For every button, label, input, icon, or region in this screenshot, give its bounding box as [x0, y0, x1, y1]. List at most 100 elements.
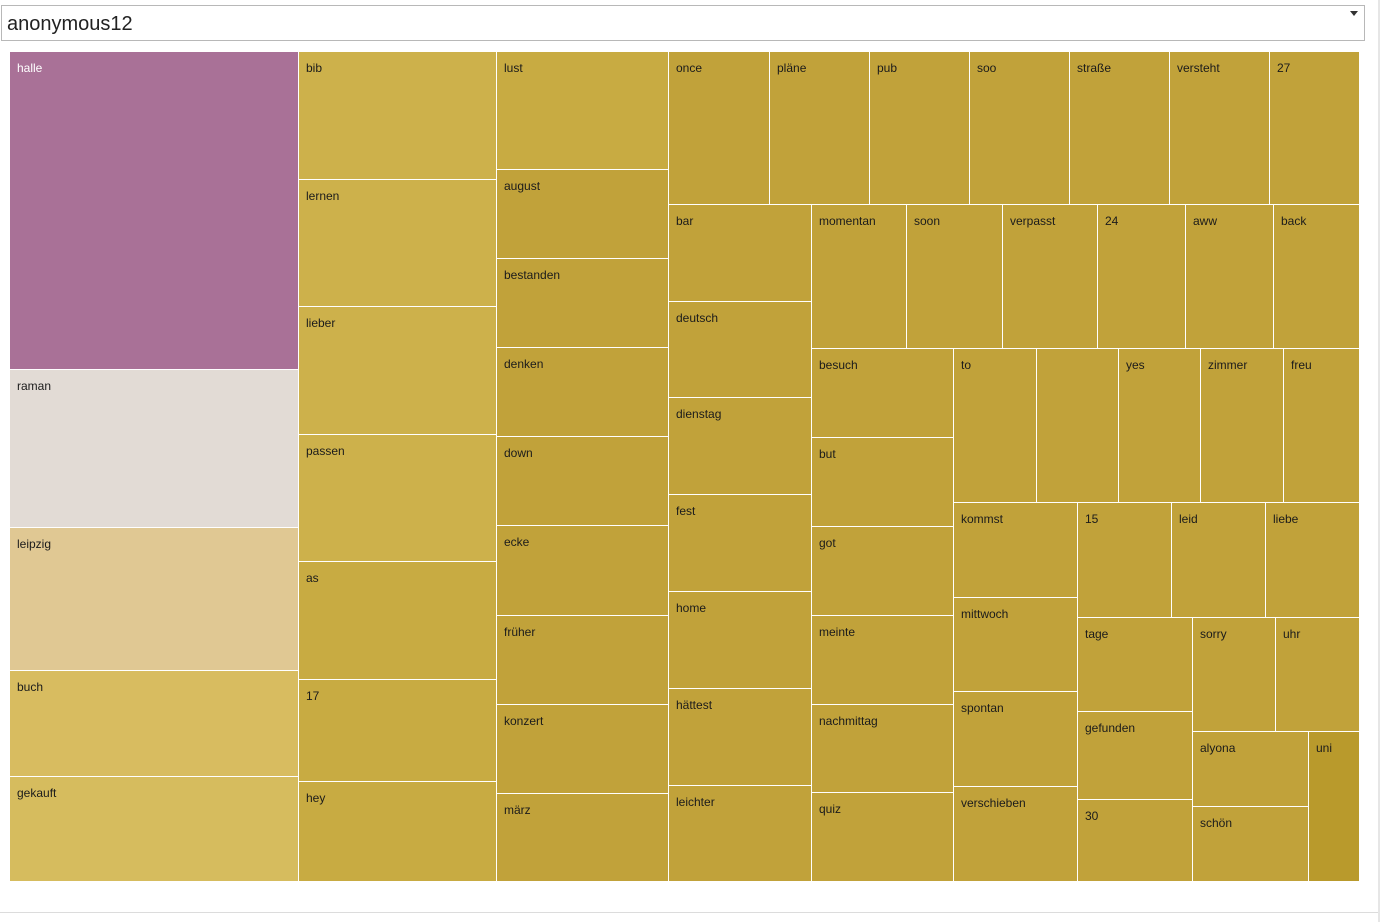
treemap-tile-label: gefunden [1085, 721, 1136, 735]
treemap-tile-label: verpasst [1010, 214, 1056, 228]
treemap-tile-buch[interactable]: buch [10, 671, 299, 777]
treemap-tile-label: uni [1316, 741, 1333, 755]
treemap-tile-hey[interactable]: hey [299, 782, 497, 882]
treemap-tile-label: liebe [1273, 512, 1299, 526]
treemap-tile-label: leid [1179, 512, 1198, 526]
treemap-tile-verpasst[interactable]: verpasst [1003, 205, 1098, 349]
treemap-tile-mittwoch[interactable]: mittwoch [954, 598, 1078, 692]
treemap-tile-freu[interactable]: freu [1284, 349, 1360, 503]
treemap-tile-yes[interactable]: yes [1119, 349, 1201, 503]
treemap-tile-label: aww [1193, 214, 1218, 228]
treemap-tile-label: 17 [306, 689, 320, 703]
treemap-tile-label: but [819, 447, 836, 461]
user-select-dropdown[interactable]: anonymous12 [1, 5, 1365, 41]
treemap-tile-schön[interactable]: schön [1193, 807, 1309, 882]
treemap-tile-label: home [676, 601, 707, 615]
treemap-tile-märz[interactable]: märz [497, 794, 669, 882]
treemap-tile-raman[interactable]: raman [10, 370, 299, 528]
treemap-tile-konzert[interactable]: konzert [497, 705, 669, 794]
treemap-tile-label: hättest [676, 698, 713, 712]
treemap-tile-label: freu [1291, 358, 1312, 372]
treemap-tile-versteht[interactable]: versteht [1170, 52, 1270, 205]
treemap-tile-ecke[interactable]: ecke [497, 526, 669, 616]
scrollbar-track[interactable] [1378, 0, 1380, 922]
treemap-tile-30[interactable]: 30 [1078, 800, 1193, 882]
treemap-tile-17[interactable]: 17 [299, 680, 497, 782]
treemap-tile-alyona[interactable]: alyona [1193, 732, 1309, 807]
treemap-tile-spontan[interactable]: spontan [954, 692, 1078, 787]
treemap-tile-label: halle [17, 61, 43, 75]
treemap-tile-label: hey [306, 791, 326, 805]
treemap-tile-label: konzert [504, 714, 544, 728]
treemap-tile-label: gekauft [17, 786, 57, 800]
treemap-tile-pläne[interactable]: pläne [770, 52, 870, 205]
treemap-tile-label: ecke [504, 535, 530, 549]
treemap-tile-label: passen [306, 444, 345, 458]
treemap-tile-verschieben[interactable]: verschieben [954, 787, 1078, 882]
treemap-tile-27[interactable]: 27 [1270, 52, 1360, 205]
treemap-tile-tage[interactable]: tage [1078, 618, 1193, 712]
treemap-tile-lernen[interactable]: lernen [299, 180, 497, 307]
treemap-tile-once[interactable]: once [669, 52, 770, 205]
treemap-tile-gefunden[interactable]: gefunden [1078, 712, 1193, 800]
treemap-tile-aww[interactable]: aww [1186, 205, 1274, 349]
treemap-tile-label: sorry [1200, 627, 1227, 641]
treemap-tile-home[interactable]: home [669, 592, 812, 689]
treemap-tile-uni[interactable]: uni [1309, 732, 1360, 882]
treemap-tile-früher[interactable]: früher [497, 616, 669, 705]
treemap-tile-bestanden[interactable]: bestanden [497, 259, 669, 348]
treemap-tile-lieber[interactable]: lieber [299, 307, 497, 435]
treemap-tile-label: 27 [1277, 61, 1291, 75]
treemap-tile-label: fest [676, 504, 696, 518]
treemap-tile-dienstag[interactable]: dienstag [669, 398, 812, 495]
treemap-tile-got[interactable]: got [812, 527, 954, 616]
treemap-tile-label: buch [17, 680, 44, 694]
treemap-tile-fest[interactable]: fest [669, 495, 812, 592]
treemap-tile-pub[interactable]: pub [870, 52, 970, 205]
treemap-tile-leipzig[interactable]: leipzig [10, 528, 299, 671]
treemap-tile-label: zimmer [1208, 358, 1248, 372]
treemap-tile-label: denken [504, 357, 544, 371]
treemap-tile-uhr[interactable]: uhr [1276, 618, 1360, 732]
treemap-tile-label: momentan [819, 214, 876, 228]
treemap-tile-deutsch[interactable]: deutsch [669, 302, 812, 398]
treemap-tile-straße[interactable]: straße [1070, 52, 1170, 205]
treemap-tile-quiz[interactable]: quiz [812, 793, 954, 882]
treemap-tile-15[interactable]: 15 [1078, 503, 1172, 618]
treemap-tile-to[interactable]: to [954, 349, 1037, 503]
treemap-tile-halle[interactable]: halle [10, 52, 299, 370]
treemap-tile-24[interactable]: 24 [1098, 205, 1186, 349]
treemap-tile-unlabeled[interactable] [1037, 349, 1119, 503]
treemap-tile-sorry[interactable]: sorry [1193, 618, 1276, 732]
treemap-tile-august[interactable]: august [497, 170, 669, 259]
treemap-tile-back[interactable]: back [1274, 205, 1360, 349]
treemap-tile-gekauft[interactable]: gekauft [10, 777, 299, 882]
treemap-tile-label: back [1281, 214, 1307, 228]
treemap-tile-meinte[interactable]: meinte [812, 616, 954, 705]
treemap-tile-soon[interactable]: soon [907, 205, 1003, 349]
treemap-tile-besuch[interactable]: besuch [812, 349, 954, 438]
treemap-tile-label: lernen [306, 189, 340, 203]
chevron-down-icon[interactable] [1350, 11, 1358, 16]
treemap-tile-leichter[interactable]: leichter [669, 786, 812, 882]
treemap-tile-lust[interactable]: lust [497, 52, 669, 170]
treemap-tile-down[interactable]: down [497, 437, 669, 526]
treemap-tile-nachmittag[interactable]: nachmittag [812, 705, 954, 793]
treemap-tile-bar[interactable]: bar [669, 205, 812, 302]
treemap-tile-label: soon [914, 214, 941, 228]
treemap-tile-hättest[interactable]: hättest [669, 689, 812, 786]
treemap-tile-zimmer[interactable]: zimmer [1201, 349, 1284, 503]
treemap-tile-soo[interactable]: soo [970, 52, 1070, 205]
treemap-tile-liebe[interactable]: liebe [1266, 503, 1360, 618]
treemap-tile-label: to [961, 358, 972, 372]
treemap-tile-leid[interactable]: leid [1172, 503, 1266, 618]
treemap-tile-as[interactable]: as [299, 562, 497, 680]
treemap-tile-but[interactable]: but [812, 438, 954, 527]
treemap-tile-passen[interactable]: passen [299, 435, 497, 562]
treemap-tile-kommst[interactable]: kommst [954, 503, 1078, 598]
treemap-tile-label: bib [306, 61, 323, 75]
treemap-tile-momentan[interactable]: momentan [812, 205, 907, 349]
treemap-tile-label: leichter [676, 795, 715, 809]
treemap-tile-bib[interactable]: bib [299, 52, 497, 180]
treemap-tile-denken[interactable]: denken [497, 348, 669, 437]
